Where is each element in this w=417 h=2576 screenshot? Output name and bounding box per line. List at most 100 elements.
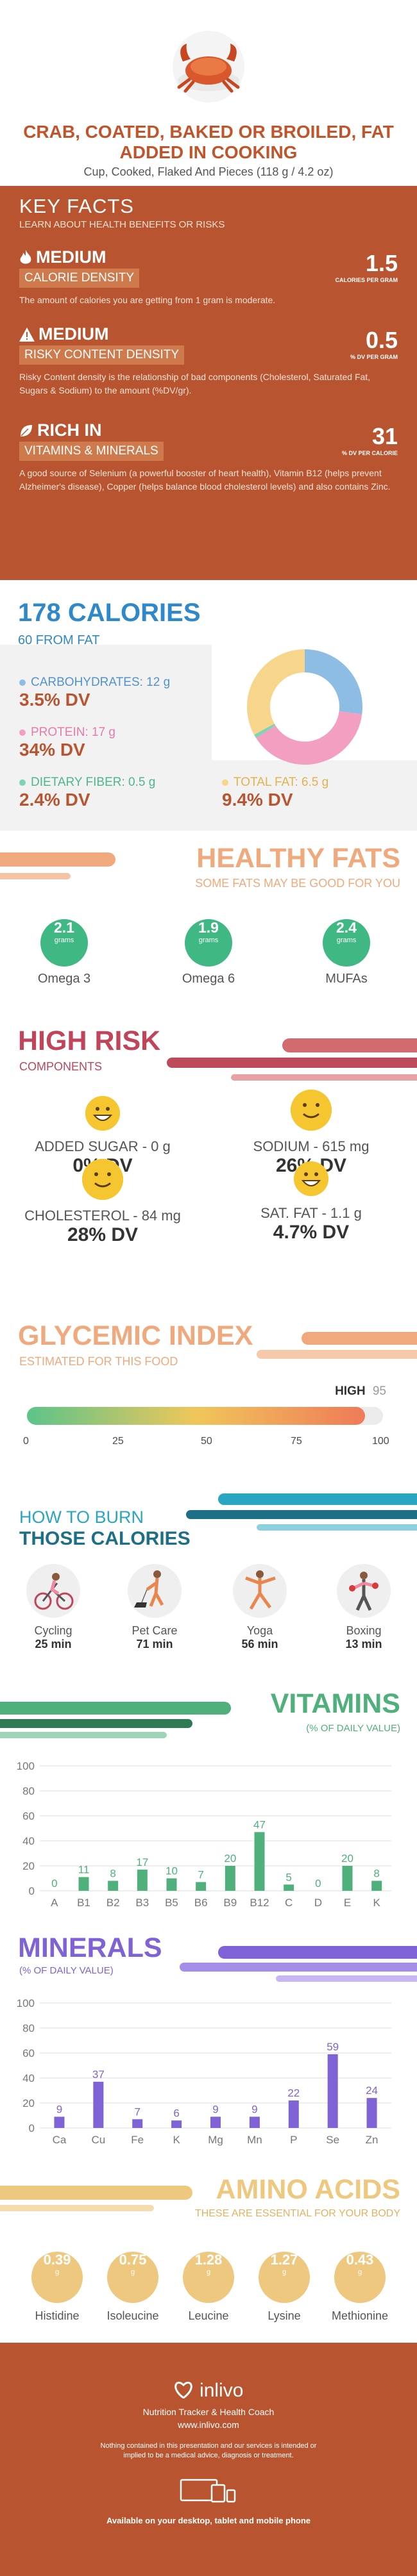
- fat-item-mufas: 2.4 grams MUFAs: [314, 910, 379, 986]
- decorative-stripe: [257, 1524, 417, 1531]
- decorative-stripe: [218, 1946, 417, 1959]
- decorative-stripe: [257, 1350, 417, 1359]
- bar-C: [284, 1884, 294, 1891]
- bar-value-label: 37: [92, 2068, 105, 2081]
- burn-item-boxing: Boxing 13 min: [322, 1564, 405, 1651]
- nutrient-carbs: CARBOHYDRATES: 12 g 3.5% DV: [19, 676, 171, 710]
- amino-name: Histidine: [35, 2309, 80, 2322]
- donut-slice-fiber: [254, 723, 276, 738]
- risk-item-satfat: SAT. FAT - 1.1 g 4.7% DV: [221, 1161, 401, 1243]
- yoga-icon: [233, 1564, 287, 1618]
- x-tick-label: Zn: [366, 2134, 379, 2146]
- decorative-stripe: [282, 1038, 417, 1052]
- bar-Se: [327, 2054, 338, 2128]
- bar-value-label: 0: [51, 1877, 57, 1890]
- fact-description: Risky Content density is the relationshi…: [19, 372, 371, 395]
- bar-B12: [254, 1832, 265, 1891]
- fact-item: MEDIUM CALORIE DENSITY: [19, 247, 140, 288]
- decorative-stripe: [0, 1719, 192, 1728]
- amino-item: 1.28 g Leucine: [169, 2240, 248, 2323]
- amino-badge: 1.27 g: [259, 2252, 310, 2303]
- smiling-face-icon: [82, 1159, 123, 1200]
- x-tick-label: Se: [326, 2134, 339, 2146]
- bar-P: [288, 2100, 299, 2128]
- bar-Fe: [132, 2119, 143, 2128]
- amino-value: 0.43: [346, 2252, 374, 2268]
- flame-icon: [19, 249, 32, 265]
- amino-name: Methionine: [331, 2309, 389, 2322]
- amino-unit: g: [130, 2268, 135, 2276]
- bar-Mg: [210, 2116, 221, 2128]
- gi-tick: 50: [201, 1436, 212, 1447]
- amino-item: 0.43 g Methionine: [321, 2240, 399, 2323]
- bar-value-label: 5: [285, 1871, 291, 1883]
- x-tick-label: B12: [250, 1897, 269, 1909]
- bar-value-label: 59: [327, 2041, 339, 2053]
- fact-description: A good source of Selenium (a powerful bo…: [19, 468, 391, 492]
- bar-value-label: 7: [134, 2106, 140, 2118]
- decorative-stripe: [218, 1493, 417, 1505]
- amino-value: 0.39: [43, 2252, 71, 2268]
- fact-category: CALORIE DENSITY: [19, 269, 140, 288]
- decorative-stripe: [0, 2186, 192, 2200]
- bar-value-label: 9: [56, 2103, 62, 2115]
- bar-Mn: [249, 2116, 260, 2128]
- burn-title-line1: HOW TO BURN: [19, 1508, 144, 1527]
- amino-badge: 0.75 g: [107, 2252, 158, 2303]
- x-tick-label: Mg: [208, 2134, 223, 2146]
- nutrient-fat: TOTAL FAT: 6.5 g 9.4% DV: [222, 776, 329, 810]
- high-risk-subtitle: COMPONENTS: [19, 1060, 103, 1073]
- y-tick-label: 20: [22, 1860, 35, 1872]
- y-tick-label: 0: [29, 2122, 35, 2134]
- decorative-stripe: [186, 1510, 417, 1519]
- amino-badge: 1.28 g: [183, 2252, 234, 2303]
- y-tick-label: 60: [22, 2047, 35, 2059]
- fact-level: RICH IN: [37, 420, 102, 440]
- glycemic-value: 95: [372, 1384, 386, 1398]
- amino-value: 0.75: [119, 2252, 147, 2268]
- grinning-face-icon: [294, 1161, 328, 1196]
- amino-badge: 0.39 g: [31, 2252, 83, 2303]
- burn-item-pet-care: Pet Care 71 min: [113, 1564, 196, 1651]
- calories-title: 178 CALORIES: [18, 599, 201, 627]
- amino-badge: 0.43 g: [334, 2252, 386, 2303]
- x-tick-label: B5: [165, 1897, 178, 1909]
- donut-slice-fat: [247, 649, 305, 735]
- bar-value-label: 9: [251, 2103, 257, 2115]
- bar-K: [171, 2120, 182, 2128]
- minerals-subtitle: (% OF DAILY VALUE): [19, 1965, 114, 1976]
- x-tick-label: Mn: [247, 2134, 262, 2146]
- devices-icon: [0, 2477, 417, 2506]
- donut-slice-carbs: [304, 649, 362, 715]
- leaf-icon: [19, 424, 33, 438]
- fat-item-omega6: 1.9 grams Omega 6: [182, 919, 235, 986]
- nutrient-protein: PROTEIN: 17 g 34% DV: [19, 726, 115, 760]
- healthy-fats-title: HEALTHY FATS: [196, 843, 400, 874]
- cycling-icon: [26, 1564, 80, 1618]
- amino-name: Isoleucine: [106, 2309, 159, 2322]
- donut-slice-protein: [256, 711, 362, 765]
- bar-K: [371, 1881, 382, 1891]
- decorative-stripe: [167, 1058, 417, 1068]
- calorie-donut-chart: [247, 649, 362, 765]
- bar-value-label: 6: [173, 2107, 179, 2119]
- bar-B2: [108, 1881, 119, 1891]
- fact-value: 31: [371, 423, 398, 449]
- bar-value-label: 17: [136, 1856, 148, 1868]
- y-tick-label: 100: [17, 1760, 35, 1772]
- page-title: CRAB, COATED, BAKED OR BROILED, FAT ADDE…: [23, 122, 394, 162]
- footer-tagline: Nutrition Tracker & Health Coach: [142, 2407, 275, 2417]
- gi-tick: 25: [112, 1436, 124, 1447]
- glycemic-title: GLYCEMIC INDEX: [18, 1320, 253, 1351]
- gi-tick: 0: [23, 1436, 29, 1447]
- risk-item-cholesterol: CHOLESTEROL - 84 mg 28% DV: [13, 1159, 192, 1246]
- amino-subtitle: THESE ARE ESSENTIAL FOR YOUR BODY: [194, 2208, 400, 2219]
- x-tick-label: Cu: [91, 2134, 105, 2146]
- fact-item: RICH IN VITAMINS & MINERALS: [19, 420, 164, 461]
- high-risk-title: HIGH RISK: [18, 1026, 161, 1056]
- bar-Ca: [54, 2116, 65, 2128]
- footer-url[interactable]: www.inlivo.com: [178, 2420, 239, 2430]
- bar-value-label: 7: [198, 1868, 203, 1881]
- brand-name: inlivo: [200, 2380, 244, 2401]
- x-tick-label: P: [290, 2134, 297, 2146]
